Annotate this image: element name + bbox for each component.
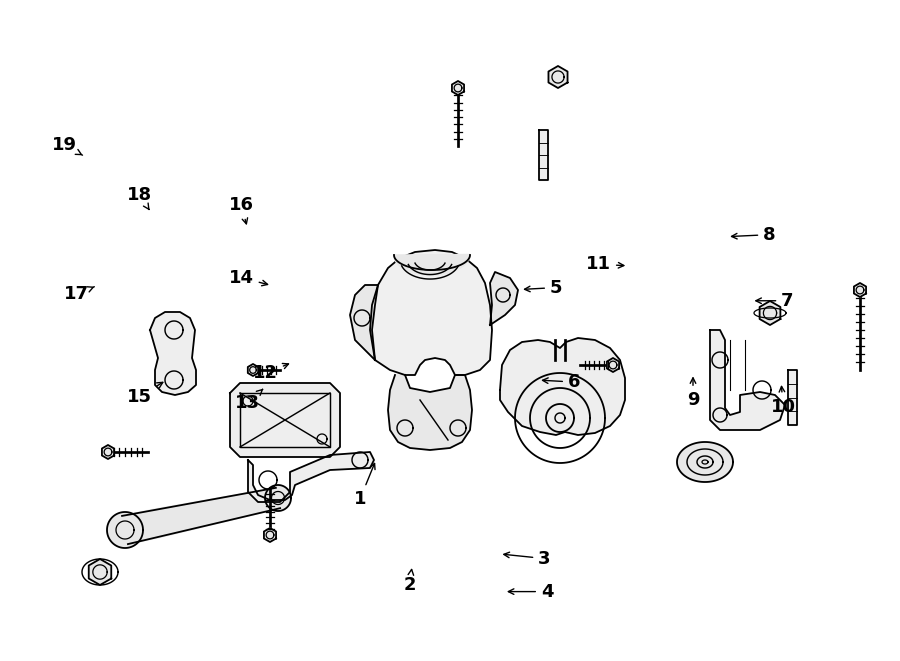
Polygon shape xyxy=(370,250,492,375)
Text: 1: 1 xyxy=(354,463,375,508)
Polygon shape xyxy=(677,442,733,482)
Text: 11: 11 xyxy=(586,255,624,274)
Polygon shape xyxy=(538,130,547,180)
Text: 7: 7 xyxy=(756,292,794,310)
Polygon shape xyxy=(102,445,114,459)
Text: 6: 6 xyxy=(543,373,580,391)
Text: 8: 8 xyxy=(732,225,776,244)
Text: 16: 16 xyxy=(229,196,254,224)
Polygon shape xyxy=(350,285,378,360)
Polygon shape xyxy=(248,452,374,502)
Text: 3: 3 xyxy=(504,549,551,568)
Polygon shape xyxy=(788,370,796,425)
Text: 17: 17 xyxy=(64,285,94,303)
Text: 19: 19 xyxy=(52,136,83,155)
Polygon shape xyxy=(230,383,340,457)
Polygon shape xyxy=(452,81,464,95)
Polygon shape xyxy=(107,512,143,548)
Polygon shape xyxy=(500,338,625,435)
Polygon shape xyxy=(248,364,258,376)
Text: 12: 12 xyxy=(253,364,289,383)
Text: 9: 9 xyxy=(687,378,699,409)
Polygon shape xyxy=(854,283,866,297)
Text: 10: 10 xyxy=(770,387,796,416)
Polygon shape xyxy=(388,375,472,450)
Polygon shape xyxy=(548,66,568,88)
Text: 18: 18 xyxy=(127,186,152,210)
Text: 2: 2 xyxy=(403,569,416,594)
Polygon shape xyxy=(264,528,276,542)
Text: 5: 5 xyxy=(525,278,562,297)
Polygon shape xyxy=(89,559,112,585)
Polygon shape xyxy=(710,330,785,430)
Polygon shape xyxy=(150,312,196,395)
Text: 14: 14 xyxy=(229,268,267,287)
Polygon shape xyxy=(265,485,291,511)
Polygon shape xyxy=(394,254,470,275)
Text: 4: 4 xyxy=(508,582,554,601)
Polygon shape xyxy=(607,358,619,372)
Polygon shape xyxy=(490,272,518,325)
Polygon shape xyxy=(760,301,780,325)
Polygon shape xyxy=(122,488,280,544)
Text: 13: 13 xyxy=(235,389,263,412)
Text: 15: 15 xyxy=(127,382,163,406)
